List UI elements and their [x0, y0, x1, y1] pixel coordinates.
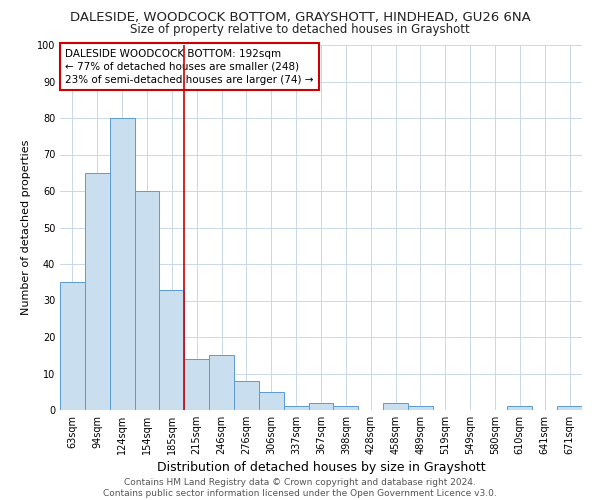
- Bar: [383, 402, 408, 410]
- Bar: [334, 406, 358, 410]
- Bar: [160, 290, 184, 410]
- Bar: [284, 406, 308, 410]
- Bar: [557, 406, 582, 410]
- Bar: [85, 173, 110, 410]
- Bar: [259, 392, 284, 410]
- Text: DALESIDE WOODCOCK BOTTOM: 192sqm
← 77% of detached houses are smaller (248)
23% : DALESIDE WOODCOCK BOTTOM: 192sqm ← 77% o…: [65, 48, 314, 85]
- Bar: [308, 402, 334, 410]
- Bar: [408, 406, 433, 410]
- Bar: [134, 191, 160, 410]
- Bar: [508, 406, 532, 410]
- Bar: [234, 381, 259, 410]
- Bar: [60, 282, 85, 410]
- Text: Contains HM Land Registry data © Crown copyright and database right 2024.
Contai: Contains HM Land Registry data © Crown c…: [103, 478, 497, 498]
- Bar: [184, 359, 209, 410]
- Text: DALESIDE, WOODCOCK BOTTOM, GRAYSHOTT, HINDHEAD, GU26 6NA: DALESIDE, WOODCOCK BOTTOM, GRAYSHOTT, HI…: [70, 11, 530, 24]
- Bar: [209, 355, 234, 410]
- Y-axis label: Number of detached properties: Number of detached properties: [21, 140, 31, 315]
- Bar: [110, 118, 134, 410]
- X-axis label: Distribution of detached houses by size in Grayshott: Distribution of detached houses by size …: [157, 461, 485, 474]
- Text: Size of property relative to detached houses in Grayshott: Size of property relative to detached ho…: [130, 22, 470, 36]
